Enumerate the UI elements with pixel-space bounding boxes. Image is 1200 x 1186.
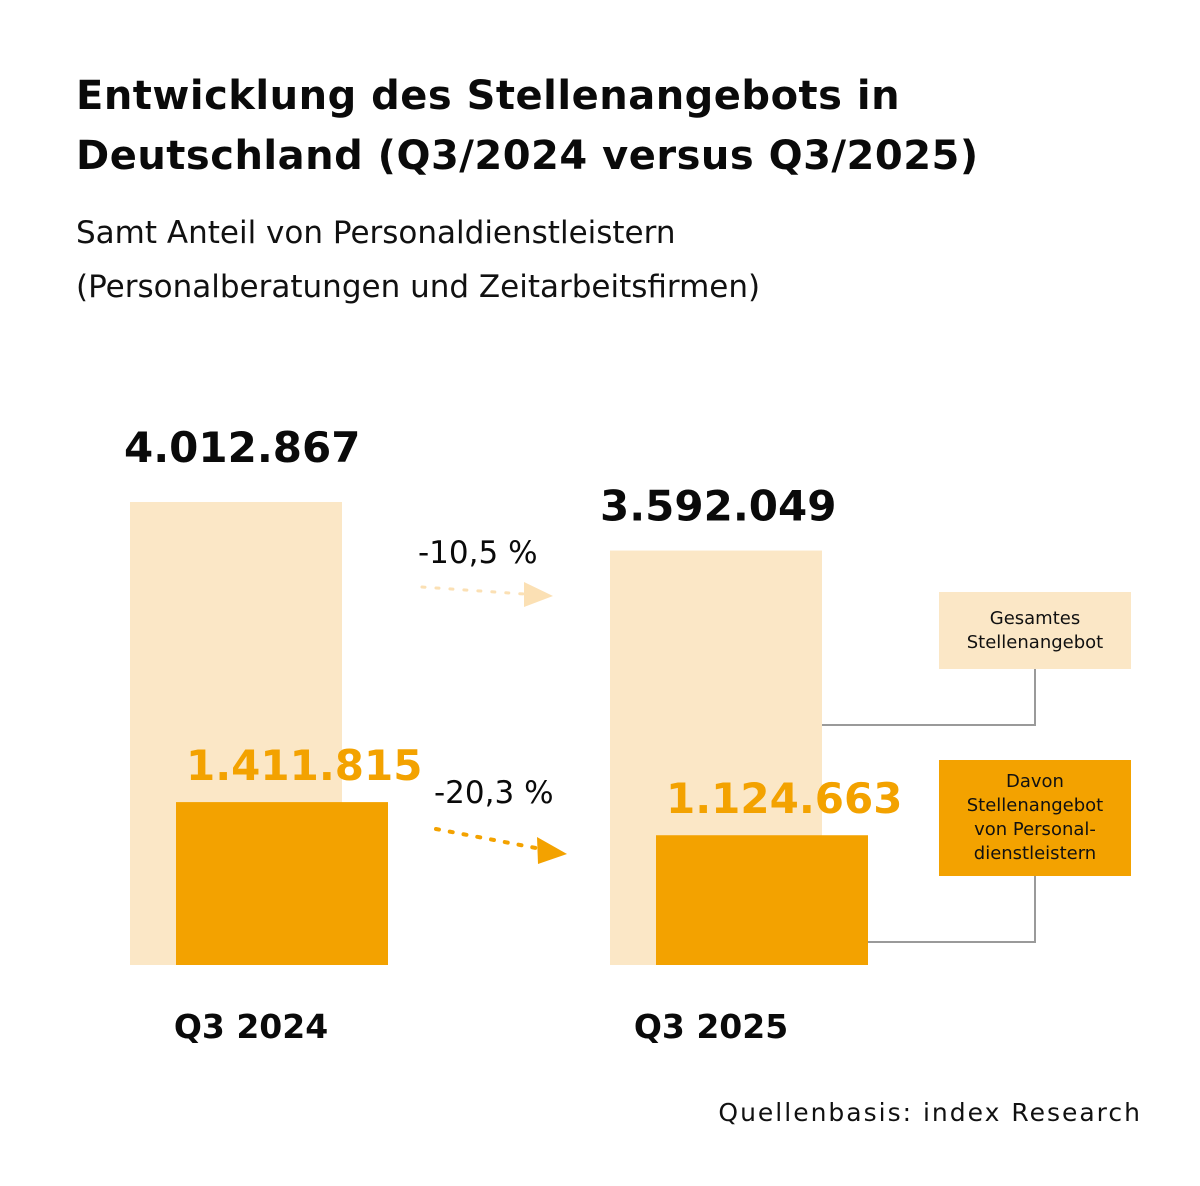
chart-subtitle: Samt Anteil von Personaldienstleistern (…	[76, 206, 1076, 314]
connector-personaldienstleister	[868, 876, 1036, 943]
change-label-personaldienstleister: -20,3 %	[434, 775, 554, 811]
value-label-total: 3.592.049	[600, 482, 836, 531]
arrow-line-personaldienstleister	[434, 827, 538, 850]
change-arrows: -10,5 % -20,3 %	[418, 535, 567, 864]
category-label: Q3 2024	[174, 1007, 328, 1046]
subtitle-line-1: Samt Anteil von Personaldienstleistern	[76, 215, 676, 251]
legend-sub-line-2: Stellenangebot	[966, 795, 1104, 816]
legend-sub-line-1: Davon	[1006, 771, 1064, 792]
value-label-total: 4.012.867	[124, 423, 360, 472]
legend-sub-line-3: von Personal-	[974, 819, 1096, 840]
legend-connectors	[822, 669, 1036, 943]
bar-personaldienstleister-q3-2025	[656, 835, 868, 965]
bars	[130, 502, 868, 965]
value-label-personaldienstleister: 1.124.663	[666, 774, 902, 823]
legend-sub-line-4: dienstleistern	[973, 843, 1097, 864]
source-note: Quellenbasis: index Research	[718, 1098, 1142, 1127]
chart-title: Entwicklung des Stellenangebots in Deuts…	[76, 73, 979, 179]
change-label-total: -10,5 %	[418, 535, 538, 571]
subtitle-line-2: (Personalberatungen und Zeitarbeitsfirme…	[76, 269, 761, 305]
legend-total-line-2: Stellenangebot	[966, 631, 1104, 653]
legend-total-line-1: Gesamtes	[989, 607, 1081, 629]
connector-total	[822, 669, 1036, 726]
arrow-line-total	[420, 585, 526, 596]
legend-personaldienstleister: Davon Stellenangebot von Personal- diens…	[939, 760, 1131, 876]
value-labels: 4.012.867 1.411.815 Q3 2024 3.592.049 1.124.…	[124, 423, 902, 1046]
legend-total-stellenangebot: Gesamtes Stellenangebot	[939, 592, 1131, 669]
arrow-head-total	[524, 582, 553, 607]
bar-personaldienstleister-q3-2024	[176, 802, 388, 965]
category-label: Q3 2025	[634, 1007, 788, 1046]
value-label-personaldienstleister: 1.411.815	[186, 741, 422, 790]
arrow-head-personaldienstleister	[537, 837, 567, 864]
